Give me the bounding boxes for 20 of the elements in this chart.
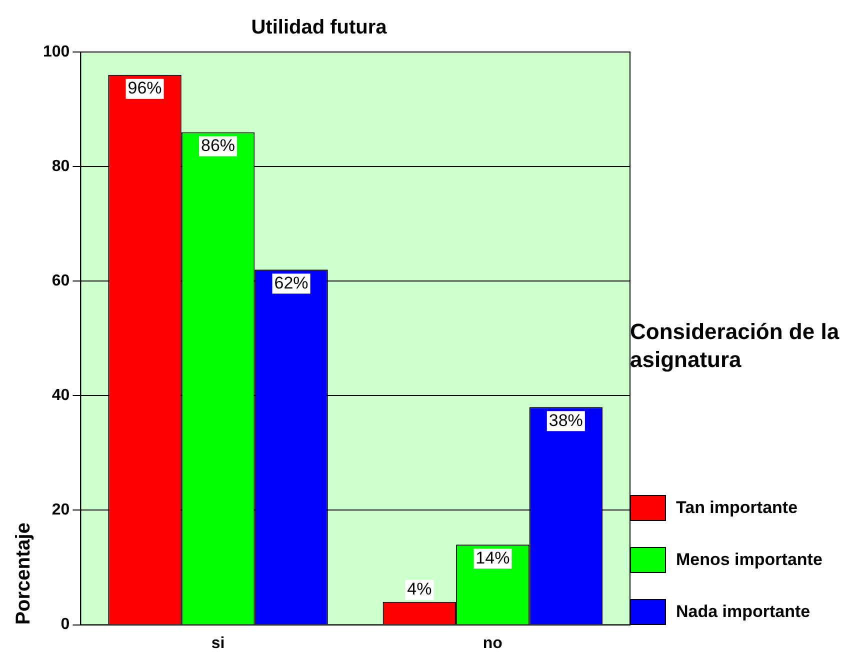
legend-title: Consideración de la asignatura — [630, 318, 840, 374]
data-label: 62% — [274, 273, 308, 292]
y-tick-label: 40 — [52, 387, 70, 404]
y-tick-label: 0 — [60, 616, 70, 634]
data-label: 4% — [407, 580, 432, 599]
y-tick-label: 80 — [52, 158, 70, 175]
legend-label: Menos importante — [676, 550, 822, 570]
chart-title: Utilidad futura — [251, 16, 388, 39]
y-axis-title: Porcentaje — [12, 522, 35, 625]
y-tick-label: 20 — [52, 502, 70, 519]
data-label: 38% — [548, 410, 583, 430]
x-tick-label: no — [482, 634, 503, 652]
y-tick-label: 100 — [42, 43, 70, 60]
legend-label: Nada importante — [676, 602, 810, 622]
data-label: 96% — [128, 78, 162, 98]
data-label: 14% — [476, 548, 510, 568]
y-tick-label: 60 — [52, 272, 70, 290]
data-label: 86% — [201, 136, 236, 155]
legend-label: Tan importante — [676, 498, 798, 518]
x-tick-label: si — [211, 634, 225, 652]
